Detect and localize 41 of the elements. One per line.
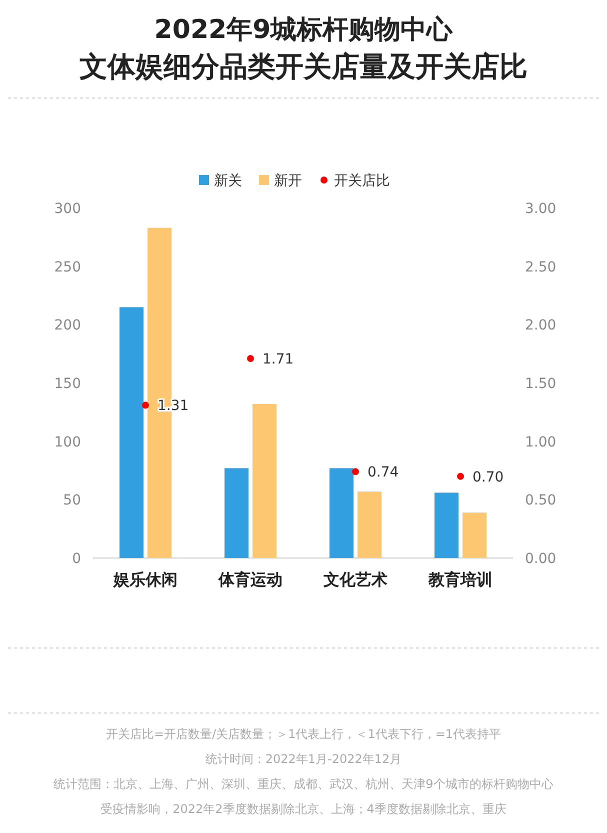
bar	[224, 468, 248, 558]
y2-tick-label: 2.50	[525, 259, 556, 276]
y-tick-label: 200	[54, 318, 81, 334]
y2-tick-label: 1.00	[525, 434, 556, 450]
x-tick-label: 体育运动	[218, 570, 282, 589]
x-tick-label: 娱乐休闲	[112, 570, 178, 589]
data-label: 1.71	[262, 352, 294, 368]
data-label: 0.70	[472, 469, 504, 486]
text: 开关店比=开店数量/关店数量；＞1代表上行，＜1代表下行，=1代表持平	[106, 727, 502, 741]
chart-title: 2022年9城标杆购物中心	[154, 15, 454, 45]
y2-tick-label: 0.50	[525, 492, 556, 509]
data-label: 0.74	[368, 464, 399, 481]
y-tick-label: 300	[54, 201, 81, 217]
bar	[358, 492, 382, 558]
bar	[120, 307, 144, 558]
point	[142, 402, 149, 409]
x-tick-label: 教育培训	[428, 570, 492, 589]
text: 受疫情影响，2022年2季度数据剔除北京、上海；4季度数据剔除北京、重庆	[100, 802, 506, 816]
text: 统计范围：北京、上海、广州、深圳、重庆、成都、武汉、杭州、天津9个城市的标杆购物中心	[54, 777, 554, 791]
y2-tick-label: 2.00	[525, 318, 556, 334]
bar	[252, 404, 276, 558]
point	[457, 472, 464, 480]
y2-tick-label: 0.00	[525, 551, 556, 567]
y-tick-label: 100	[54, 434, 81, 450]
x-tick-label: 文化艺术	[322, 570, 388, 589]
y2-tick-label: 1.50	[525, 376, 556, 392]
y-tick-label: 150	[54, 376, 81, 392]
legend-label: 开关店比	[334, 173, 390, 189]
bar	[462, 512, 486, 558]
bar	[434, 492, 458, 558]
y2-tick-label: 3.00	[525, 201, 556, 217]
bar	[330, 468, 354, 558]
point	[247, 355, 254, 362]
text: 统计时间：2022年1月-2022年12月	[205, 752, 402, 766]
y-tick-label: 250	[54, 259, 81, 276]
y-tick-label: 0	[72, 551, 81, 567]
chart-subtitle: 文体娱细分品类开关店量及开关店比	[80, 50, 528, 83]
legend-label: 新开	[274, 173, 302, 189]
y-tick-label: 50	[63, 492, 81, 509]
legend-label: 新关	[214, 173, 242, 189]
point	[352, 468, 359, 476]
